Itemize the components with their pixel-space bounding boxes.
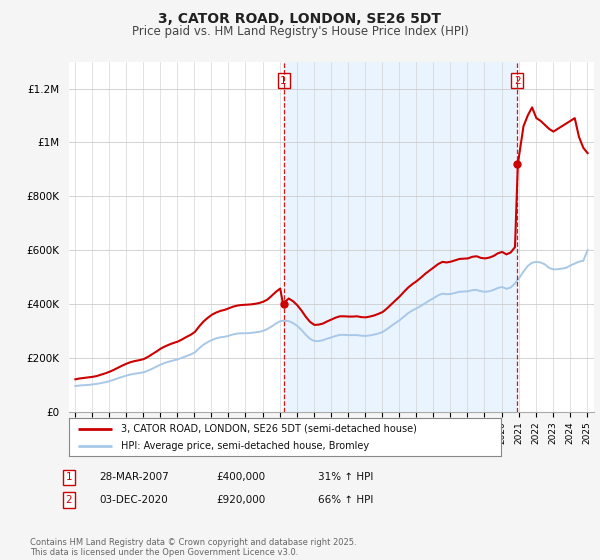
Text: 1: 1 xyxy=(280,76,287,86)
Text: 2: 2 xyxy=(65,495,73,505)
Text: 28-MAR-2007: 28-MAR-2007 xyxy=(99,472,169,482)
Bar xyxy=(284,62,517,412)
Text: Price paid vs. HM Land Registry's House Price Index (HPI): Price paid vs. HM Land Registry's House … xyxy=(131,25,469,38)
Text: 03-DEC-2020: 03-DEC-2020 xyxy=(99,495,168,505)
Text: Contains HM Land Registry data © Crown copyright and database right 2025.
This d: Contains HM Land Registry data © Crown c… xyxy=(30,538,356,557)
Text: 31% ↑ HPI: 31% ↑ HPI xyxy=(318,472,373,482)
Text: 2: 2 xyxy=(514,76,521,86)
Text: 3, CATOR ROAD, LONDON, SE26 5DT (semi-detached house): 3, CATOR ROAD, LONDON, SE26 5DT (semi-de… xyxy=(121,424,417,434)
Text: £400,000: £400,000 xyxy=(216,472,265,482)
Text: £920,000: £920,000 xyxy=(216,495,265,505)
Text: 1: 1 xyxy=(65,472,73,482)
Text: 3, CATOR ROAD, LONDON, SE26 5DT: 3, CATOR ROAD, LONDON, SE26 5DT xyxy=(158,12,442,26)
Text: 66% ↑ HPI: 66% ↑ HPI xyxy=(318,495,373,505)
Text: HPI: Average price, semi-detached house, Bromley: HPI: Average price, semi-detached house,… xyxy=(121,441,369,451)
